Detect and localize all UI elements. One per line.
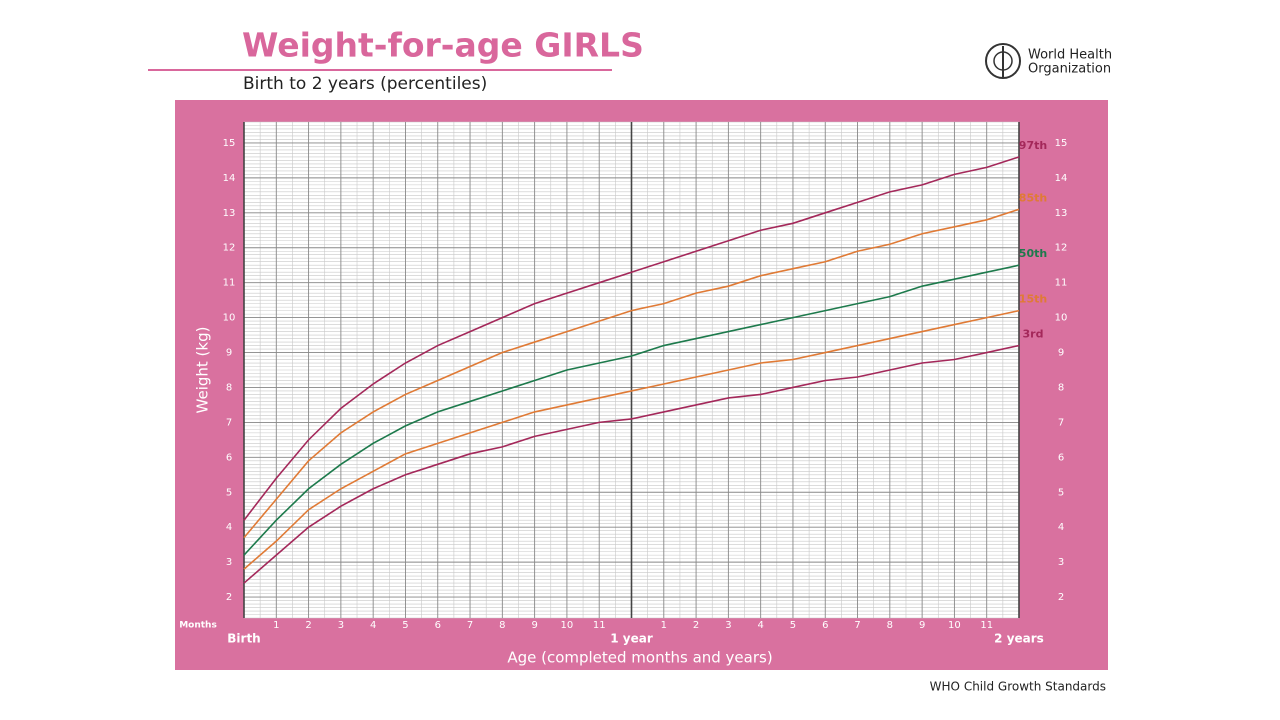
x-tick-label: 4 <box>370 620 376 631</box>
y-tick-label-right: 8 <box>1058 382 1064 393</box>
x-tick-label: 5 <box>790 620 796 631</box>
y-tick-label: 11 <box>223 278 236 289</box>
x-tick-label: 2 <box>693 620 699 631</box>
y-tick-label-right: 3 <box>1058 557 1064 568</box>
y-tick-label-right: 14 <box>1055 173 1068 184</box>
y-tick-label: 14 <box>223 173 236 184</box>
y-tick-label: 2 <box>226 592 232 603</box>
who-logo <box>985 43 1021 79</box>
percentile-line <box>243 156 1020 521</box>
y-tick-label-right: 6 <box>1058 452 1064 463</box>
x-tick-label: 7 <box>854 620 860 631</box>
x-tick-label: 1 year <box>610 632 653 646</box>
y-tick-label-right: 9 <box>1058 348 1064 359</box>
y-tick-label: 15 <box>223 138 236 149</box>
y-tick-label-right: 12 <box>1055 243 1068 254</box>
y-tick-label: 10 <box>223 313 236 324</box>
source-note: WHO Child Growth Standards <box>930 680 1106 694</box>
x-tick-label: 6 <box>435 620 441 631</box>
y-tick-label: 5 <box>226 487 232 498</box>
x-tick-label: 1 <box>273 620 279 631</box>
y-tick-label: 13 <box>223 208 236 219</box>
y-tick-label-right: 13 <box>1055 208 1068 219</box>
y-tick-label-right: 10 <box>1055 313 1068 324</box>
x-tick-label: Birth <box>227 632 260 646</box>
org-name: Organization <box>1028 62 1111 77</box>
series-label: 3rd <box>1023 328 1044 341</box>
x-tick-label: 9 <box>919 620 925 631</box>
y-tick-label: 6 <box>226 452 232 463</box>
x-tick-label: 1 <box>661 620 667 631</box>
y-tick-label-right: 15 <box>1055 138 1068 149</box>
series-label: 50th <box>1019 247 1047 260</box>
org-name: World Health <box>1028 48 1112 63</box>
x-tick-label: 6 <box>822 620 828 631</box>
grid <box>243 121 1020 619</box>
y-tick-label: 3 <box>226 557 232 568</box>
chart-subtitle: Birth to 2 years (percentiles) <box>243 74 487 94</box>
x-tick-label: 3 <box>338 620 344 631</box>
y-tick-label-right: 11 <box>1055 278 1068 289</box>
x-tick-label: 11 <box>593 620 606 631</box>
x-tick-label: 5 <box>402 620 408 631</box>
x-tick-label: 3 <box>725 620 731 631</box>
y-tick-label: 12 <box>223 243 236 254</box>
y-tick-label-right: 5 <box>1058 487 1064 498</box>
y-tick-label: 7 <box>226 417 232 428</box>
y-tick-label-right: 2 <box>1058 592 1064 603</box>
percentile-line <box>243 208 1020 539</box>
x-tick-label: 9 <box>531 620 537 631</box>
y-axis-label: Weight (kg) <box>194 327 212 414</box>
y-tick-label: 4 <box>226 522 232 533</box>
y-tick-label-right: 4 <box>1058 522 1064 533</box>
x-tick-label: 10 <box>948 620 961 631</box>
x-tick-label: 8 <box>499 620 505 631</box>
x-tick-label: 11 <box>980 620 993 631</box>
percentile-line <box>243 309 1020 570</box>
series-label: 85th <box>1019 191 1047 204</box>
y-tick-label-right: 7 <box>1058 417 1064 428</box>
x-axis-label: Age (completed months and years) <box>507 649 772 667</box>
marks <box>243 156 1020 584</box>
chart-title: Weight-for-age GIRLS <box>242 26 644 65</box>
x-tick-label: 4 <box>757 620 763 631</box>
percentile-line <box>243 344 1020 584</box>
series-label: 15th <box>1019 293 1047 306</box>
percentile-line <box>243 264 1020 556</box>
x-unit-label: Months <box>179 621 217 631</box>
series-label: 97th <box>1019 139 1047 152</box>
x-tick-label: 8 <box>887 620 893 631</box>
x-tick-label: 7 <box>467 620 473 631</box>
y-tick-label: 9 <box>226 348 232 359</box>
x-tick-label: 2 years <box>994 632 1044 646</box>
x-tick-label: 2 <box>305 620 311 631</box>
x-tick-label: 10 <box>561 620 574 631</box>
y-tick-label: 8 <box>226 382 232 393</box>
